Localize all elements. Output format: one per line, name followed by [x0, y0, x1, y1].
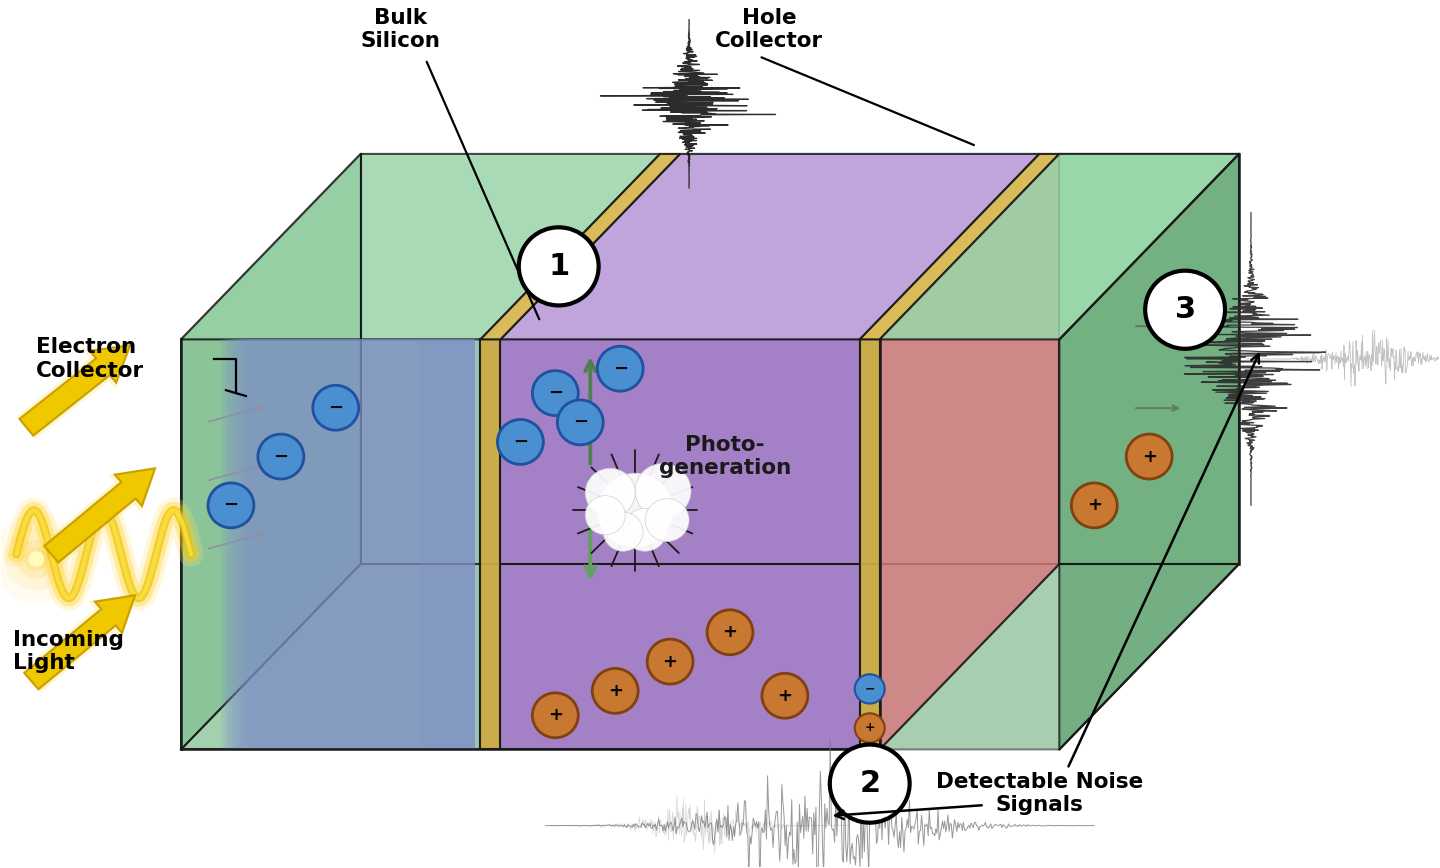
FancyArrow shape — [42, 468, 156, 565]
Circle shape — [598, 473, 672, 548]
Text: −: − — [223, 496, 239, 515]
Circle shape — [24, 548, 49, 571]
Polygon shape — [220, 339, 475, 749]
Circle shape — [585, 468, 635, 517]
Text: +: + — [608, 682, 622, 700]
FancyArrow shape — [17, 345, 130, 438]
Polygon shape — [481, 154, 680, 339]
Circle shape — [647, 639, 693, 684]
Text: −: − — [864, 682, 876, 695]
Circle shape — [855, 713, 884, 743]
Polygon shape — [248, 339, 475, 749]
Polygon shape — [501, 339, 860, 749]
Polygon shape — [239, 339, 475, 749]
Text: −: − — [573, 413, 588, 431]
Circle shape — [585, 496, 625, 535]
Text: Photo-
generation: Photo- generation — [660, 435, 791, 478]
Circle shape — [312, 385, 359, 431]
Text: Detectable Noise
Signals: Detectable Noise Signals — [936, 772, 1143, 815]
FancyArrow shape — [22, 595, 135, 693]
Polygon shape — [225, 339, 475, 749]
Circle shape — [603, 512, 644, 551]
Polygon shape — [181, 154, 360, 749]
Circle shape — [29, 551, 45, 567]
Polygon shape — [880, 564, 1238, 749]
FancyArrow shape — [20, 345, 130, 436]
Text: Hole
Collector: Hole Collector — [714, 8, 824, 51]
Polygon shape — [420, 339, 481, 749]
Polygon shape — [181, 154, 660, 339]
Circle shape — [1126, 434, 1172, 479]
Polygon shape — [1060, 154, 1238, 564]
Circle shape — [635, 464, 691, 518]
Text: Electron
Collector: Electron Collector — [36, 338, 144, 380]
Text: −: − — [612, 359, 628, 378]
Circle shape — [624, 509, 667, 551]
Circle shape — [557, 400, 603, 444]
Circle shape — [1145, 271, 1225, 349]
Text: +: + — [547, 707, 563, 724]
Text: 3: 3 — [1175, 295, 1195, 325]
Text: +: + — [1087, 496, 1102, 515]
Text: 2: 2 — [860, 769, 880, 798]
Circle shape — [16, 540, 56, 579]
Circle shape — [598, 346, 644, 391]
Polygon shape — [236, 339, 475, 749]
FancyArrow shape — [45, 468, 156, 562]
Circle shape — [645, 498, 690, 542]
Polygon shape — [243, 339, 475, 749]
Polygon shape — [1060, 154, 1238, 749]
Text: +: + — [778, 687, 792, 705]
Polygon shape — [880, 154, 1060, 749]
FancyArrow shape — [24, 595, 135, 689]
Text: Incoming
Light: Incoming Light — [13, 630, 124, 674]
Text: −: − — [513, 433, 528, 450]
Circle shape — [4, 528, 68, 590]
Circle shape — [829, 745, 910, 823]
Text: +: + — [662, 653, 678, 671]
Text: +: + — [723, 623, 737, 641]
Text: −: − — [328, 398, 343, 417]
Polygon shape — [181, 339, 481, 749]
Circle shape — [592, 668, 638, 713]
Polygon shape — [481, 339, 501, 749]
Circle shape — [518, 227, 599, 306]
Circle shape — [1071, 483, 1117, 528]
Circle shape — [258, 434, 304, 479]
Text: 1: 1 — [549, 252, 569, 281]
Polygon shape — [860, 154, 1060, 339]
Text: +: + — [864, 721, 876, 734]
Text: −: − — [547, 385, 563, 402]
Text: +: + — [1142, 448, 1156, 465]
Text: −: − — [274, 448, 288, 465]
Polygon shape — [232, 339, 475, 749]
Text: Bulk
Silicon: Bulk Silicon — [360, 8, 441, 51]
Polygon shape — [880, 154, 1238, 339]
Polygon shape — [860, 339, 880, 749]
Polygon shape — [229, 339, 475, 749]
Circle shape — [762, 674, 808, 718]
Circle shape — [707, 610, 753, 654]
Circle shape — [533, 693, 579, 738]
Circle shape — [497, 419, 543, 464]
Polygon shape — [501, 154, 1040, 339]
Circle shape — [207, 483, 253, 528]
Circle shape — [533, 371, 579, 416]
Circle shape — [0, 515, 81, 603]
Circle shape — [855, 674, 884, 704]
